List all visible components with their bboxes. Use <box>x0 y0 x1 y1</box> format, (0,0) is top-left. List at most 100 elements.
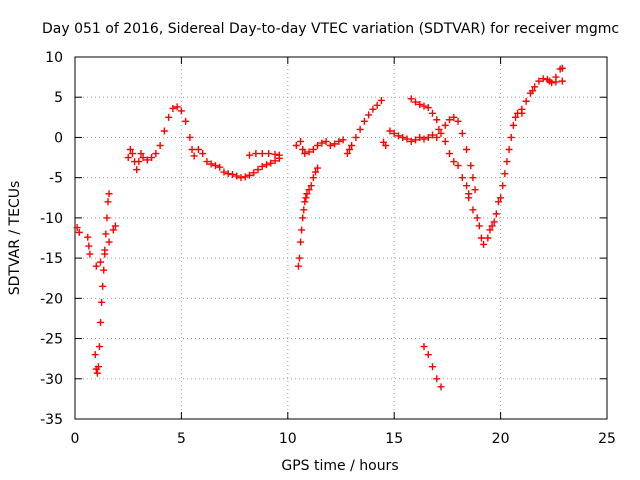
data-point <box>190 152 198 160</box>
data-point <box>475 222 483 230</box>
data-point <box>220 168 228 176</box>
data-point <box>511 113 519 121</box>
data-point <box>407 95 415 103</box>
data-point <box>488 222 496 230</box>
x-tick-label: 15 <box>385 431 403 447</box>
data-point <box>303 190 311 198</box>
data-point <box>148 154 156 162</box>
data-point <box>477 234 485 242</box>
y-tick-label: 10 <box>45 50 63 66</box>
data-point <box>111 222 119 230</box>
data-point <box>433 116 441 124</box>
data-point <box>109 226 117 234</box>
data-point <box>216 163 224 171</box>
y-tick-label: -20 <box>40 291 63 307</box>
data-point <box>271 157 279 165</box>
data-point <box>484 234 492 242</box>
data-point <box>307 182 315 190</box>
y-tick-label: -25 <box>40 332 63 348</box>
data-point <box>335 137 343 145</box>
data-point <box>463 182 471 190</box>
data-point <box>314 164 322 172</box>
data-point <box>199 150 207 158</box>
data-point <box>275 151 283 159</box>
data-point <box>297 137 305 145</box>
data-point <box>294 262 302 270</box>
data-point <box>126 146 134 154</box>
data-point <box>469 206 477 214</box>
data-point <box>446 116 454 124</box>
data-point <box>382 141 390 149</box>
data-point <box>97 318 105 326</box>
data-point <box>258 150 266 158</box>
data-point <box>373 101 381 109</box>
data-point <box>91 351 99 359</box>
data-point <box>105 238 113 246</box>
data-point <box>104 198 112 206</box>
data-point <box>188 146 196 154</box>
data-point <box>420 102 428 110</box>
data-point <box>377 96 385 104</box>
y-tick-label: 0 <box>54 130 63 146</box>
data-point <box>73 224 81 232</box>
data-point <box>435 125 443 133</box>
data-point <box>441 121 449 129</box>
data-point <box>558 64 566 72</box>
data-point <box>85 242 93 250</box>
axis-ticks: 0 5 10 15 20 25 10 5 0 -5 -10 -15 -20 -25 -30 -35 <box>40 50 616 447</box>
data-point <box>102 230 110 238</box>
data-point <box>139 154 147 162</box>
data-point <box>509 121 517 129</box>
x-tick-label: 0 <box>71 431 80 447</box>
data-point <box>105 190 113 198</box>
data-point <box>314 141 322 149</box>
data-point <box>228 170 236 178</box>
data-point <box>237 174 245 182</box>
data-point <box>458 129 466 137</box>
data-point <box>265 150 273 158</box>
data-point <box>224 170 232 178</box>
data-point <box>267 159 275 167</box>
data-point <box>245 151 253 159</box>
data-point <box>450 113 458 121</box>
data-point <box>93 369 101 377</box>
data-point <box>463 146 471 154</box>
data-point <box>420 135 428 143</box>
data-point <box>211 162 219 170</box>
data-point <box>152 150 160 158</box>
data-point <box>454 117 462 125</box>
data-point <box>522 97 530 105</box>
data-point <box>365 111 373 119</box>
data-point <box>437 383 445 391</box>
data-point <box>254 166 262 174</box>
x-axis-label: GPS time / hours <box>281 458 398 474</box>
y-tick-label: -30 <box>40 372 63 388</box>
data-point <box>454 162 462 170</box>
data-point <box>318 139 326 147</box>
data-point <box>263 161 271 169</box>
data-point <box>299 214 307 222</box>
data-point <box>416 100 424 108</box>
data-point <box>331 140 339 148</box>
data-point <box>311 168 319 176</box>
data-point <box>233 172 241 180</box>
data-point <box>403 135 411 143</box>
data-point <box>467 162 475 170</box>
data-point <box>494 198 502 206</box>
data-point <box>458 174 466 182</box>
data-point <box>507 133 515 141</box>
chart-title: Day 051 of 2016, Sidereal Day-to-day VTE… <box>42 21 619 37</box>
data-point <box>433 375 441 383</box>
data-point <box>100 266 108 274</box>
data-point <box>101 250 109 258</box>
data-point <box>299 146 307 154</box>
data-point <box>305 186 313 194</box>
data-point <box>135 158 143 166</box>
y-axis-label: SDTVAR / TECUs <box>7 181 23 296</box>
data-point <box>471 186 479 194</box>
data-point <box>518 109 526 117</box>
data-point <box>128 150 136 158</box>
data-point <box>173 103 181 111</box>
data-point <box>499 182 507 190</box>
